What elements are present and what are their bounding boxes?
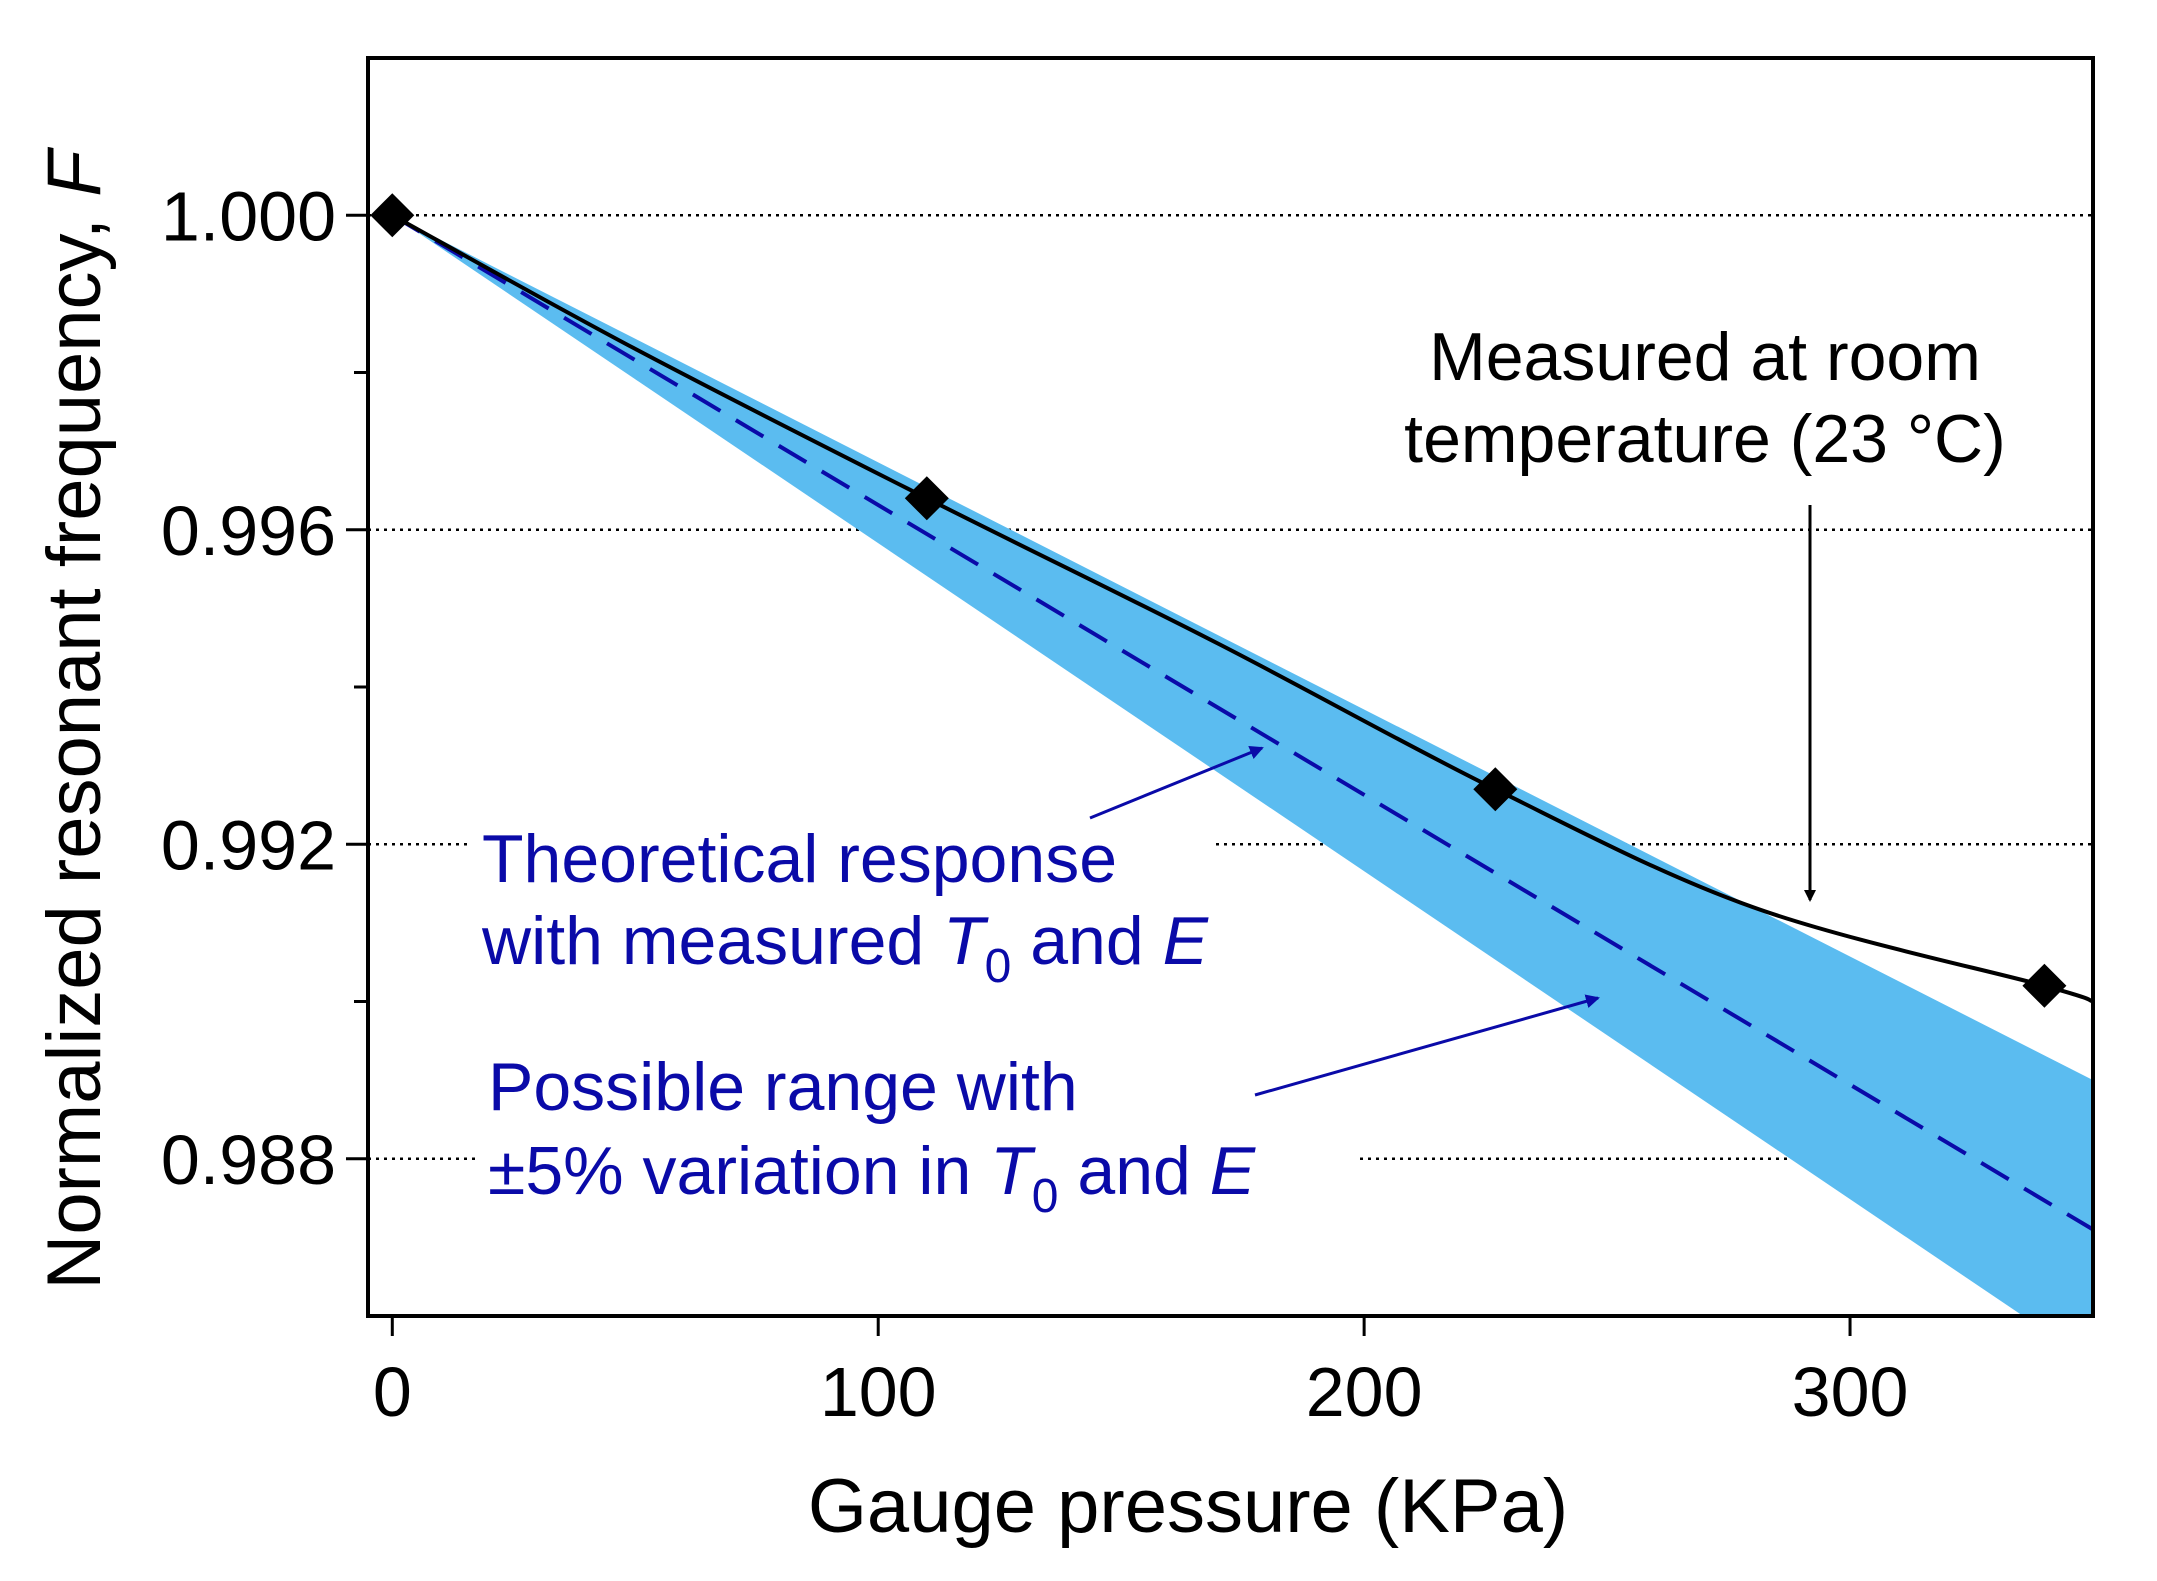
- range-label-line2: ±5% variation in T0 and E: [488, 1133, 1256, 1223]
- theoretical-label-line1: Theoretical response: [482, 821, 1117, 897]
- x-axis-title: Gauge pressure (KPa): [808, 1464, 1568, 1549]
- measured-annotation: Measured at room temperature (23 °C): [1350, 308, 2050, 902]
- measured-label-line2: temperature (23 °C): [1404, 401, 2006, 477]
- y-tick-label-2: 0.996: [161, 492, 336, 570]
- measured-point-1: [904, 476, 949, 521]
- x-tick-label-1: 100: [820, 1353, 937, 1431]
- theoretical-label-line2: with measured T0 and E: [481, 903, 1209, 993]
- x-tick-label-0: 0: [373, 1353, 412, 1431]
- axis-ticks: 0.988 0.992 0.996 1.000 0 100 200 300: [161, 177, 1909, 1431]
- theoretical-annotation: Theoretical response with measured T0 an…: [470, 746, 1264, 993]
- theoretical-arrow: [1089, 746, 1264, 820]
- x-tick-label-3: 300: [1792, 1353, 1909, 1431]
- range-arrow: [1254, 994, 1600, 1097]
- y-tick-label-0: 0.988: [161, 1121, 336, 1199]
- measured-line: [391, 213, 2093, 1004]
- measured-point-3: [2022, 963, 2067, 1008]
- measured-point-0: [370, 193, 415, 238]
- y-axis-title: Normalized resonant frequency, F: [32, 147, 117, 1290]
- x-tick-label-2: 200: [1306, 1353, 1423, 1431]
- range-band: [392, 215, 2093, 1316]
- theoretical-line: [391, 213, 2093, 1232]
- y-tick-label-1: 0.992: [161, 806, 336, 884]
- measured-label-line1: Measured at room: [1429, 319, 1981, 395]
- measured-markers: [370, 193, 2067, 1008]
- range-label-line1: Possible range with: [488, 1049, 1078, 1125]
- y-tick-label-3: 1.000: [161, 177, 336, 255]
- measured-point-2: [1473, 767, 1518, 812]
- range-annotation: Possible range with ±5% variation in T0 …: [475, 994, 1600, 1230]
